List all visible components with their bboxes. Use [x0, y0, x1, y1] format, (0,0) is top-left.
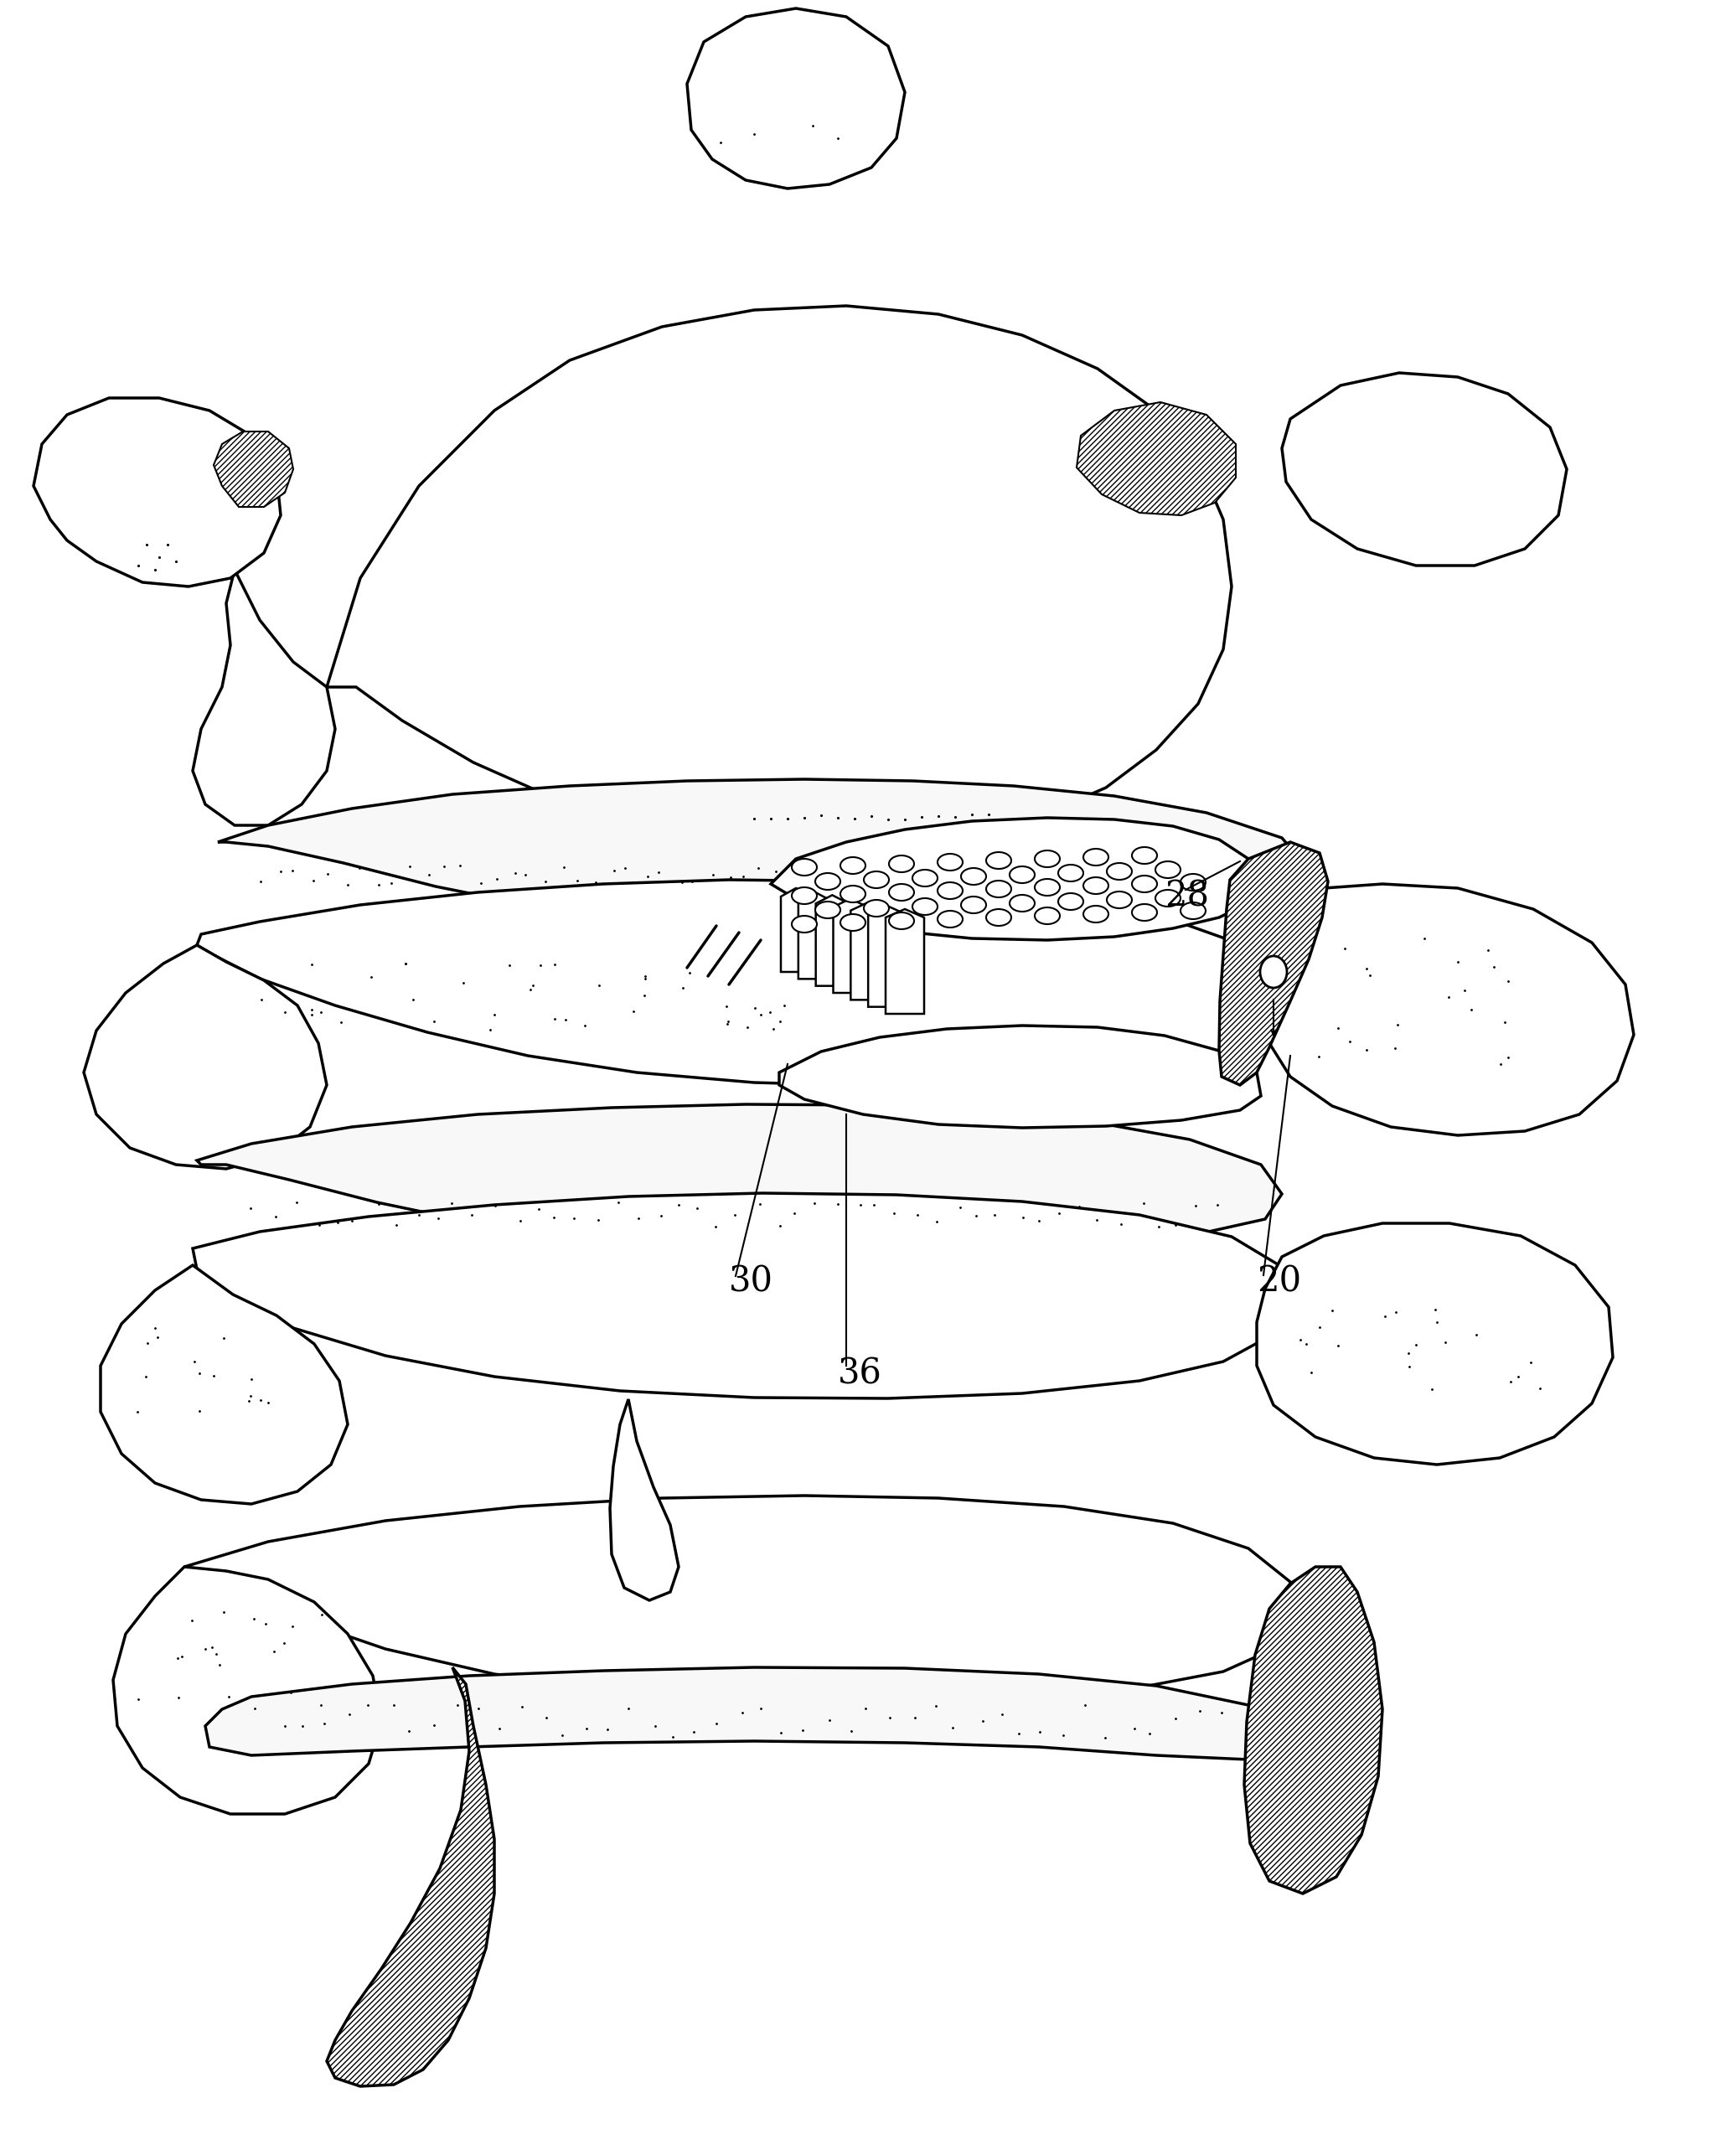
- Text: 36: 36: [838, 1355, 882, 1392]
- Polygon shape: [217, 780, 1307, 933]
- Ellipse shape: [792, 888, 818, 905]
- Polygon shape: [214, 431, 293, 506]
- Polygon shape: [83, 946, 326, 1168]
- Ellipse shape: [840, 886, 866, 903]
- Ellipse shape: [1059, 892, 1083, 909]
- Polygon shape: [609, 1399, 679, 1601]
- Ellipse shape: [889, 884, 915, 901]
- Ellipse shape: [1132, 847, 1158, 864]
- Polygon shape: [193, 1194, 1290, 1399]
- Polygon shape: [816, 894, 849, 985]
- Ellipse shape: [1108, 862, 1132, 879]
- Ellipse shape: [913, 899, 937, 916]
- Polygon shape: [205, 1668, 1290, 1758]
- Ellipse shape: [840, 914, 866, 931]
- Polygon shape: [184, 1496, 1295, 1700]
- Text: 28: 28: [1165, 879, 1208, 914]
- Text: 30: 30: [729, 1265, 773, 1299]
- Ellipse shape: [1180, 875, 1205, 890]
- Ellipse shape: [1083, 905, 1109, 922]
- Ellipse shape: [865, 871, 889, 888]
- Ellipse shape: [1180, 903, 1205, 920]
- Ellipse shape: [962, 896, 986, 914]
- Polygon shape: [1281, 373, 1568, 565]
- Polygon shape: [1076, 403, 1236, 515]
- Ellipse shape: [1083, 877, 1109, 894]
- Ellipse shape: [1108, 892, 1132, 907]
- Polygon shape: [101, 1265, 347, 1504]
- Polygon shape: [687, 9, 904, 187]
- Polygon shape: [868, 905, 904, 1006]
- Ellipse shape: [1156, 890, 1180, 907]
- Polygon shape: [781, 888, 811, 972]
- Ellipse shape: [937, 881, 963, 899]
- Polygon shape: [193, 569, 335, 825]
- Polygon shape: [771, 817, 1257, 940]
- Ellipse shape: [1156, 862, 1180, 877]
- Polygon shape: [196, 1103, 1281, 1252]
- Ellipse shape: [792, 916, 818, 933]
- Ellipse shape: [792, 860, 818, 875]
- Ellipse shape: [962, 868, 986, 886]
- Ellipse shape: [1132, 875, 1158, 892]
- Ellipse shape: [1010, 866, 1035, 884]
- Polygon shape: [833, 899, 868, 993]
- Ellipse shape: [1010, 894, 1035, 912]
- Ellipse shape: [937, 853, 963, 871]
- Ellipse shape: [937, 912, 963, 927]
- Polygon shape: [885, 909, 924, 1013]
- Polygon shape: [1245, 1567, 1382, 1894]
- Ellipse shape: [1035, 879, 1061, 896]
- Polygon shape: [851, 903, 887, 1000]
- Ellipse shape: [1035, 851, 1061, 866]
- Polygon shape: [113, 1567, 382, 1815]
- Polygon shape: [1257, 1224, 1613, 1465]
- Ellipse shape: [1059, 864, 1083, 881]
- Ellipse shape: [986, 851, 1012, 868]
- Ellipse shape: [986, 909, 1012, 927]
- Polygon shape: [1266, 884, 1634, 1136]
- Ellipse shape: [1083, 849, 1109, 866]
- Polygon shape: [799, 892, 830, 978]
- Ellipse shape: [1260, 957, 1286, 987]
- Ellipse shape: [816, 873, 840, 890]
- Ellipse shape: [889, 856, 915, 873]
- Ellipse shape: [913, 871, 937, 886]
- Ellipse shape: [816, 901, 840, 918]
- Polygon shape: [196, 879, 1281, 1086]
- Polygon shape: [1219, 843, 1328, 1084]
- Text: 20: 20: [1257, 1265, 1302, 1299]
- Ellipse shape: [840, 858, 866, 875]
- Ellipse shape: [986, 881, 1012, 896]
- Polygon shape: [779, 1026, 1260, 1127]
- Polygon shape: [33, 399, 281, 586]
- Ellipse shape: [1035, 907, 1061, 924]
- Ellipse shape: [889, 912, 915, 929]
- Polygon shape: [326, 306, 1231, 843]
- Ellipse shape: [1132, 905, 1158, 920]
- Polygon shape: [326, 1668, 495, 2086]
- Ellipse shape: [865, 901, 889, 916]
